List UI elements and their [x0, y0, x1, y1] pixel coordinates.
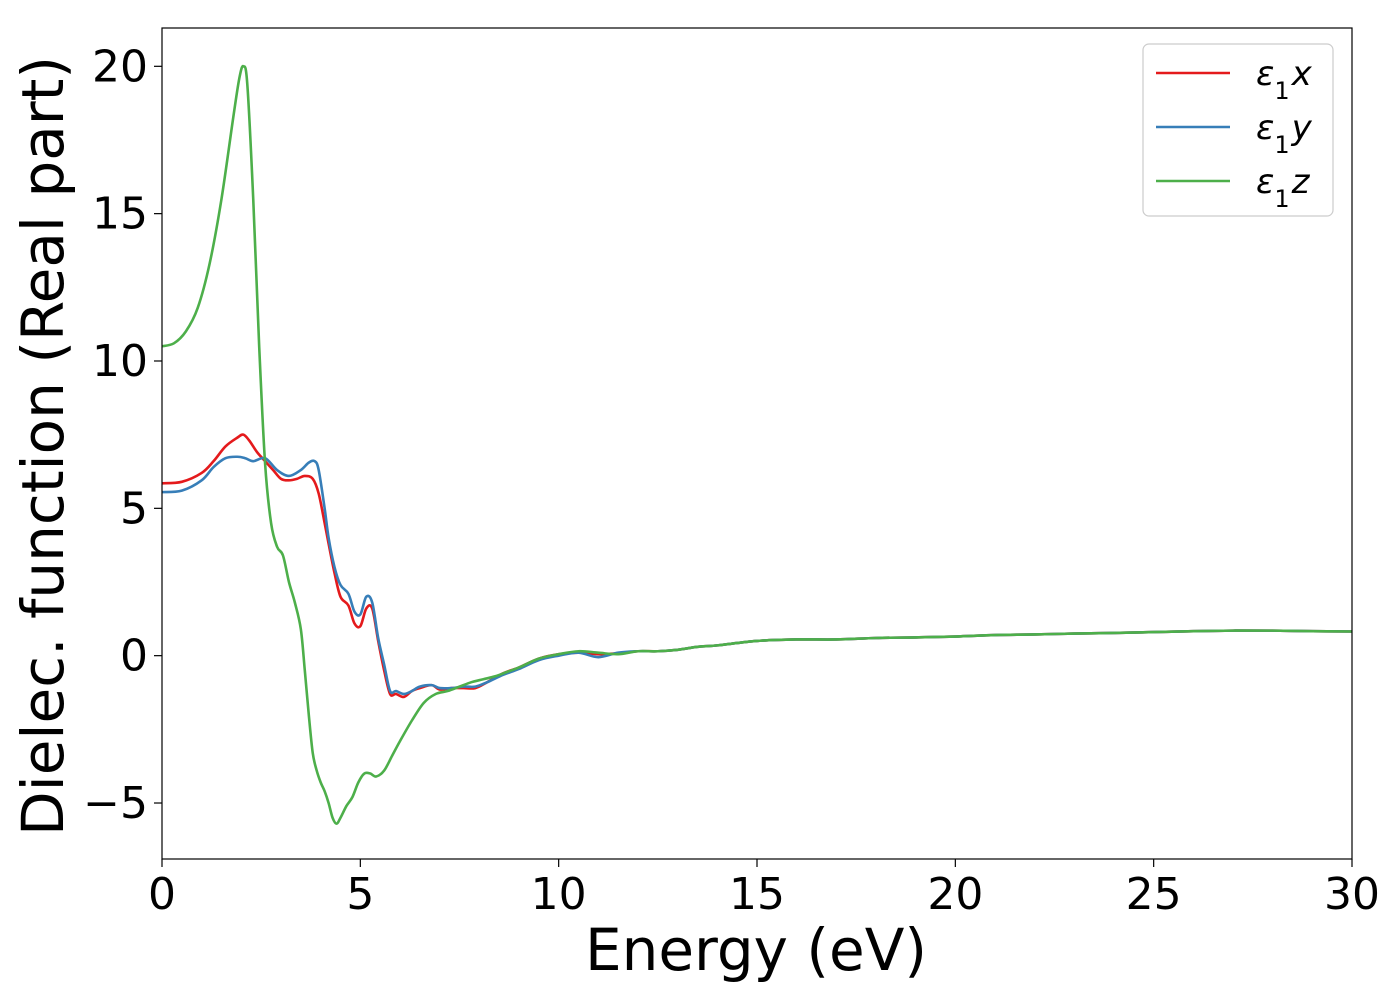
y-tick-label: 10 — [92, 336, 148, 387]
x-tick-label: 20 — [927, 869, 983, 920]
y-tick-label: 15 — [92, 189, 148, 240]
x-tick-label: 0 — [148, 869, 176, 920]
y-tick-label: −5 — [83, 778, 148, 829]
legend-label-eps1y: ε1y — [1256, 108, 1313, 159]
legend-label-eps1x: ε1x — [1256, 54, 1313, 105]
x-tick-label: 25 — [1126, 869, 1182, 920]
x-tick-label: 15 — [729, 869, 785, 920]
series-line-eps1z — [161, 64, 1353, 825]
legend-label-eps1z: ε1z — [1256, 162, 1311, 213]
y-tick-label: 5 — [120, 483, 148, 534]
series-layer — [161, 64, 1353, 825]
y-axis-label: Dielec. function (Real part) — [9, 56, 77, 836]
y-tick-label: 20 — [92, 41, 148, 92]
x-tick-label: 30 — [1324, 869, 1380, 920]
y-tick-label: 0 — [120, 631, 148, 682]
legend-frame — [1142, 43, 1334, 217]
x-tick-label: 5 — [346, 869, 374, 920]
x-axis-label: Energy (eV) — [585, 916, 927, 984]
x-tick-label: 10 — [531, 869, 587, 920]
